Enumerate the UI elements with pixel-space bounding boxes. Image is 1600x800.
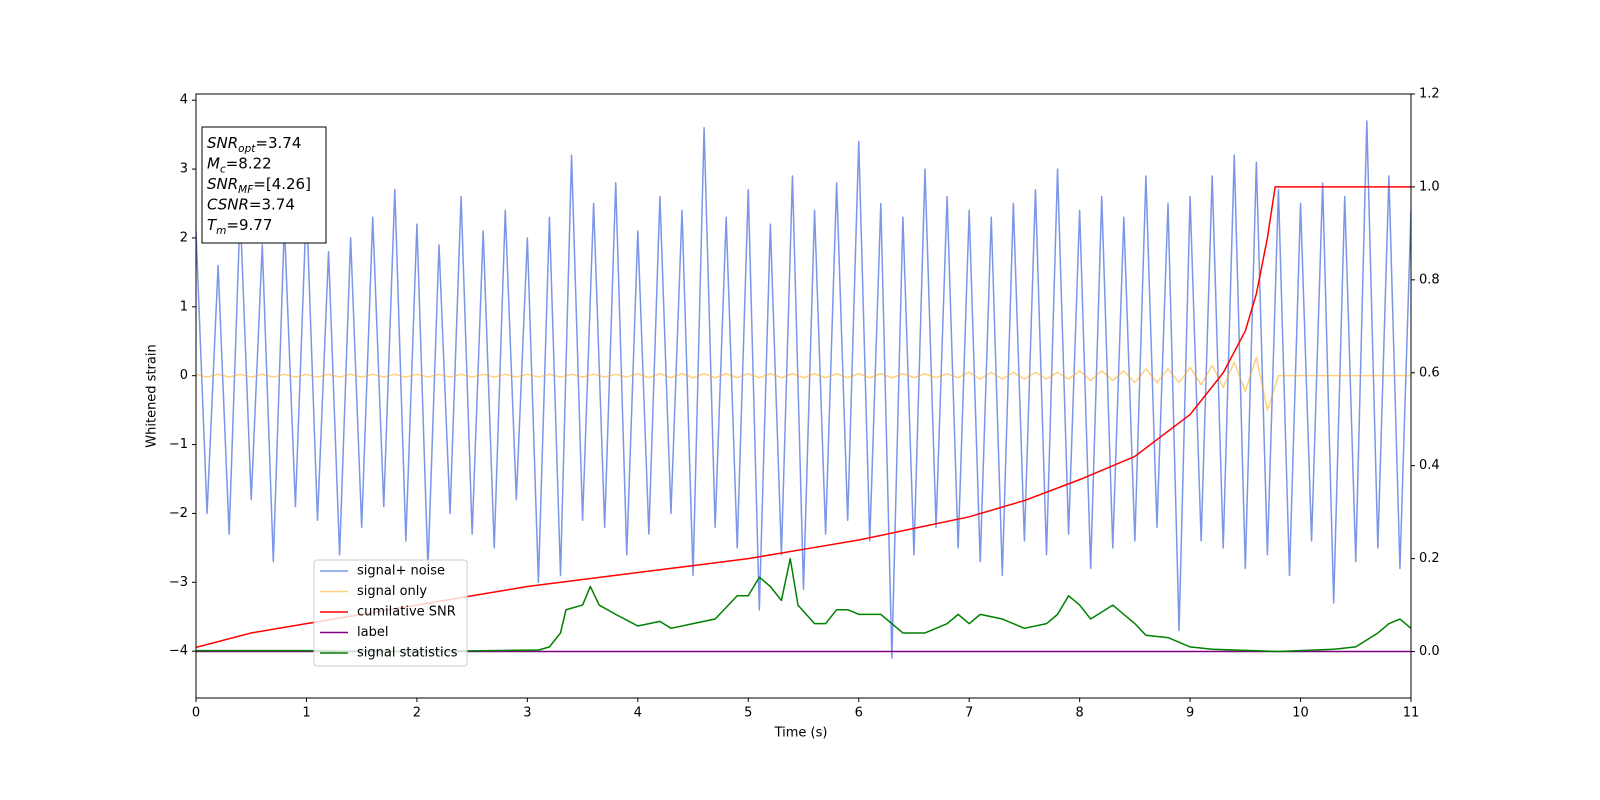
y2-tick-label: 0.0 [1419, 644, 1440, 659]
y2-tick-label: 1.0 [1419, 179, 1440, 194]
x-tick-label: 0 [192, 706, 200, 721]
y2-tick-label: 0.6 [1419, 365, 1440, 380]
legend-label: signal statistics [357, 646, 458, 661]
annotation-symbol: M [207, 154, 220, 172]
annotation-symbol: T [207, 216, 218, 234]
x-tick-label: 3 [523, 706, 531, 721]
legend-label: label [357, 625, 388, 640]
annotation-box [201, 126, 327, 244]
legend-label: signal only [357, 584, 427, 599]
annotation-subscript: opt [238, 143, 256, 155]
x-tick-label: 10 [1292, 706, 1309, 721]
y2-tick-label: 0.8 [1419, 272, 1440, 287]
y-tick-label: 2 [180, 230, 188, 245]
y-tick-label: 0 [180, 368, 188, 383]
annotation-line: SNRopt=3.74 [207, 134, 301, 156]
x-axis-label: Time (s) [774, 726, 828, 741]
annotation-line: CSNR=3.74 [207, 195, 295, 213]
y2-tick-label: 1.2 [1419, 87, 1440, 102]
legend-box [313, 559, 468, 667]
x-tick-label: 1 [302, 706, 310, 721]
y2-tick-label: 0.4 [1419, 458, 1440, 473]
x-tick-label: 6 [855, 706, 863, 721]
annotation-text: =3.74 [255, 134, 301, 152]
annotation-line: Tm=9.77 [207, 216, 272, 238]
annotation-symbol: SNR [207, 134, 238, 152]
annotation-text: =3.74 [249, 195, 295, 213]
y-tick-label: 4 [180, 93, 188, 108]
y2-tick-label: 0.2 [1419, 551, 1440, 566]
x-tick-label: 8 [1075, 706, 1083, 721]
annotation-text: =9.77 [226, 216, 272, 234]
series-line [196, 356, 1411, 411]
y-axis-label: Whitened strain [145, 344, 160, 447]
series-line [196, 557, 1411, 653]
annotation-subscript: m [216, 225, 226, 237]
y-tick-label: −1 [169, 437, 188, 452]
y-tick-label: −4 [169, 644, 188, 659]
series-line [196, 120, 1411, 659]
annotation-line: Mc=8.22 [207, 154, 272, 176]
y-tick-label: 1 [180, 299, 188, 314]
x-tick-label: 11 [1403, 706, 1420, 721]
annotation-symbol: CSNR [207, 195, 249, 213]
x-tick-label: 7 [965, 706, 973, 721]
annotation-subscript: MF [238, 184, 254, 196]
annotation-line: SNRMF=[4.26] [207, 175, 311, 197]
y-tick-label: −3 [169, 575, 188, 590]
annotation-subscript: c [220, 164, 226, 176]
annotation-symbol: SNR [207, 175, 238, 193]
y-tick-label: −2 [169, 506, 188, 521]
legend-label: cumilative SNR [357, 605, 456, 620]
x-tick-label: 4 [634, 706, 642, 721]
legend-label: signal+ noise [357, 564, 445, 579]
x-tick-label: 9 [1186, 706, 1194, 721]
annotation-text: =8.22 [226, 154, 272, 172]
x-tick-label: 5 [744, 706, 752, 721]
x-tick-label: 2 [413, 706, 421, 721]
y-tick-label: 3 [180, 162, 188, 177]
annotation-text: =[4.26] [253, 175, 311, 193]
axes-frame [195, 93, 1412, 699]
